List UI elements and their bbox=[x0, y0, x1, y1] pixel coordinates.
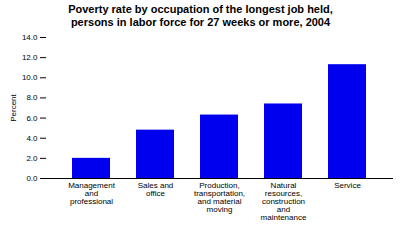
svg-text:Managementandprofessional: Managementandprofessional bbox=[68, 181, 115, 206]
svg-text:4.0: 4.0 bbox=[26, 134, 38, 143]
svg-text:6.0: 6.0 bbox=[26, 114, 38, 123]
svg-text:0.0: 0.0 bbox=[26, 174, 38, 183]
svg-text:2.0: 2.0 bbox=[26, 154, 38, 163]
svg-text:Percent: Percent bbox=[9, 93, 18, 121]
svg-text:8.0: 8.0 bbox=[26, 93, 38, 102]
svg-text:10.0: 10.0 bbox=[22, 73, 38, 82]
svg-text:Service: Service bbox=[334, 181, 361, 190]
svg-text:Production,transportation,and: Production,transportation,and materialmo… bbox=[194, 181, 245, 214]
svg-text:Sales andoffice: Sales andoffice bbox=[138, 181, 174, 198]
html-text:Poverty rate by occupation of: Poverty rate by occupation of the longes… bbox=[68, 3, 333, 28]
svg-text:Naturalresources,constructiona: Naturalresources,constructionandmaintena… bbox=[261, 181, 307, 222]
svg-text:14.0: 14.0 bbox=[22, 33, 38, 42]
svg-text:12.0: 12.0 bbox=[22, 53, 38, 62]
